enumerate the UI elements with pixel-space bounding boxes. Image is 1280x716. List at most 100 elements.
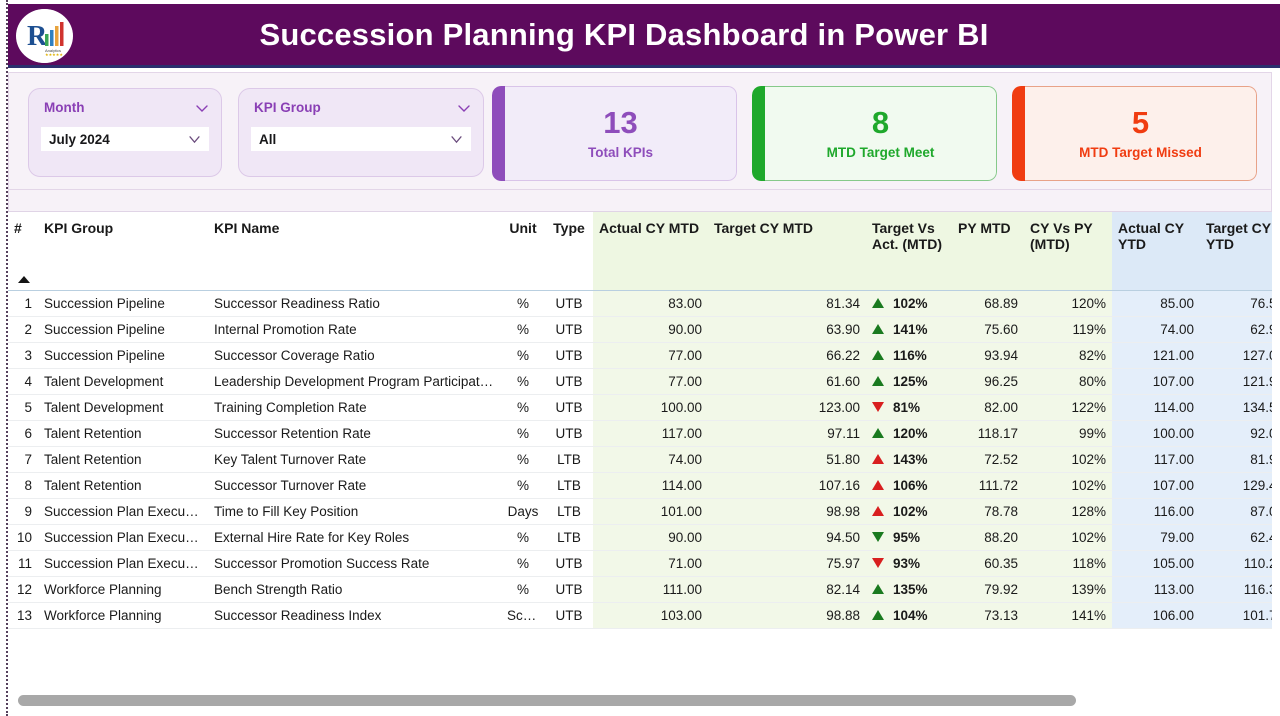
page-banner: R Analytics ★★★★★ Succession Planning KP… (8, 4, 1280, 68)
cell-py_mtd: 72.52 (952, 446, 1024, 473)
horizontal-scrollbar-track[interactable] (8, 695, 1272, 712)
column-header-actual_mtd[interactable]: Actual CY MTD (593, 212, 708, 291)
kpi-card-accent (492, 86, 505, 181)
cell-actual_ytd: 107.00 (1112, 472, 1200, 499)
table-row[interactable]: 4 Talent Development Leadership Developmen… (8, 368, 1272, 395)
column-header-type[interactable]: Type (545, 212, 593, 291)
cell-py_mtd: 96.25 (952, 368, 1024, 395)
column-header-target_mtd[interactable]: Target CY MTD (708, 212, 866, 291)
arrow-up-icon (872, 428, 884, 438)
cell-name: Successor Readiness Ratio (208, 290, 501, 317)
cell-tva_mtd: 95% (866, 524, 952, 551)
slicer-kpi-group[interactable]: KPI Group All (238, 88, 484, 177)
cell-tva_mtd: 116% (866, 342, 952, 369)
chevron-down-icon[interactable] (457, 101, 471, 115)
chevron-down-icon[interactable] (188, 135, 201, 144)
cell-py_mtd: 75.60 (952, 316, 1024, 343)
column-header-name[interactable]: KPI Name (208, 212, 501, 291)
table-row[interactable]: 11 Succession Plan Execution Successor Pro… (8, 550, 1272, 577)
cell-py_mtd: 79.92 (952, 576, 1024, 603)
arrow-up-icon (872, 610, 884, 620)
cell-actual_ytd: 114.00 (1112, 394, 1200, 421)
cell-name: Successor Turnover Rate (208, 472, 501, 499)
slicer-month[interactable]: Month July 2024 (28, 88, 222, 177)
target-vs-actual-value: 104% (893, 607, 928, 623)
horizontal-scrollbar-thumb[interactable] (18, 695, 1076, 706)
sort-ascending-icon[interactable] (18, 275, 30, 283)
cell-idx: 5 (8, 394, 38, 421)
table-row[interactable]: 8 Talent Retention Successor Turnover Rate… (8, 472, 1272, 499)
kpi-card-mtd-target-missed[interactable]: 5 MTD Target Missed (1012, 86, 1257, 181)
kpi-card-value: 8 (871, 104, 890, 140)
chevron-down-icon[interactable] (195, 101, 209, 115)
cell-actual_mtd: 71.00 (593, 550, 708, 577)
cell-group: Talent Retention (38, 420, 208, 447)
cell-actual_ytd: 79.00 (1112, 524, 1200, 551)
cell-target_ytd: 81.90 (1200, 446, 1272, 473)
column-header-cy_vs_py[interactable]: CY Vs PY (MTD) (1024, 212, 1112, 291)
cell-type: UTB (545, 420, 593, 447)
arrow-down-icon (872, 558, 884, 568)
cell-target_mtd: 98.98 (708, 498, 866, 525)
table-row[interactable]: 12 Workforce Planning Bench Strength Ratio… (8, 576, 1272, 603)
cell-group: Talent Retention (38, 472, 208, 499)
kpi-card-accent (1012, 86, 1025, 181)
column-header-idx[interactable]: # (8, 212, 38, 291)
cell-unit: % (501, 420, 545, 447)
cell-group: Workforce Planning (38, 602, 208, 629)
cell-target_ytd: 110.25 (1200, 550, 1272, 577)
cell-target_ytd: 92.00 (1200, 420, 1272, 447)
kpi-card-mtd-target-meet[interactable]: 8 MTD Target Meet (752, 86, 997, 181)
kpi-card-total-kpis[interactable]: 13 Total KPIs (492, 86, 737, 181)
slicer-month-dropdown[interactable]: July 2024 (41, 127, 209, 151)
kpi-table-header: # KPI Group KPI Name Unit Type Actual CY MTD T… (8, 212, 1272, 291)
cell-target_ytd: 62.90 (1200, 316, 1272, 343)
cell-py_mtd: 93.94 (952, 342, 1024, 369)
cell-unit: % (501, 342, 545, 369)
target-vs-actual-value: 95% (893, 529, 921, 545)
column-header-py_mtd[interactable]: PY MTD (952, 212, 1024, 291)
table-row[interactable]: 5 Talent Development Training Completion R… (8, 394, 1272, 421)
arrow-up-icon (872, 506, 884, 516)
cell-tva_mtd: 141% (866, 316, 952, 343)
cell-idx: 4 (8, 368, 38, 395)
cell-idx: 9 (8, 498, 38, 525)
table-row[interactable]: 13 Workforce Planning Successor Readiness … (8, 602, 1272, 629)
column-header-target_ytd[interactable]: Target CY YTD (1200, 212, 1272, 291)
cell-idx: 2 (8, 316, 38, 343)
cell-tva_mtd: 102% (866, 290, 952, 317)
cell-tva_mtd: 93% (866, 550, 952, 577)
cell-cy_vs_py: 102% (1024, 524, 1112, 551)
table-row[interactable]: 2 Succession Pipeline Internal Promotion R… (8, 316, 1272, 343)
column-header-actual_ytd[interactable]: Actual CY YTD (1112, 212, 1200, 291)
arrow-up-icon (872, 324, 884, 334)
column-header-unit[interactable]: Unit (501, 212, 545, 291)
cell-actual_ytd: 105.00 (1112, 550, 1200, 577)
cell-group: Succession Pipeline (38, 342, 208, 369)
arrow-down-icon (872, 532, 884, 542)
table-row[interactable]: 1 Succession Pipeline Successor Readiness … (8, 290, 1272, 317)
cell-target_mtd: 61.60 (708, 368, 866, 395)
cell-actual_mtd: 90.00 (593, 524, 708, 551)
cell-cy_vs_py: 102% (1024, 472, 1112, 499)
cell-idx: 10 (8, 524, 38, 551)
cell-cy_vs_py: 141% (1024, 602, 1112, 629)
column-header-tva_mtd[interactable]: Target Vs Act. (MTD) (866, 212, 952, 291)
table-row[interactable]: 10 Succession Plan Execution External Hire… (8, 524, 1272, 551)
cell-py_mtd: 111.72 (952, 472, 1024, 499)
target-vs-actual-indicator: 143% (872, 452, 946, 467)
target-vs-actual-value: 106% (893, 477, 928, 493)
table-row[interactable]: 6 Talent Retention Successor Retention Rat… (8, 420, 1272, 447)
column-header-group[interactable]: KPI Group (38, 212, 208, 291)
chevron-down-icon[interactable] (450, 135, 463, 144)
cell-actual_mtd: 77.00 (593, 342, 708, 369)
cell-tva_mtd: 81% (866, 394, 952, 421)
table-row[interactable]: 7 Talent Retention Key Talent Turnover Rat… (8, 446, 1272, 473)
slicer-kpi-group-dropdown[interactable]: All (251, 127, 471, 151)
slicer-month-label: Month (44, 100, 85, 115)
table-row[interactable]: 9 Succession Plan Execution Time to Fill K… (8, 498, 1272, 525)
table-header-row: # KPI Group KPI Name Unit Type Actual CY MTD T… (8, 212, 1272, 291)
cell-cy_vs_py: 139% (1024, 576, 1112, 603)
table-row[interactable]: 3 Succession Pipeline Successor Coverage R… (8, 342, 1272, 369)
cell-target_mtd: 82.14 (708, 576, 866, 603)
